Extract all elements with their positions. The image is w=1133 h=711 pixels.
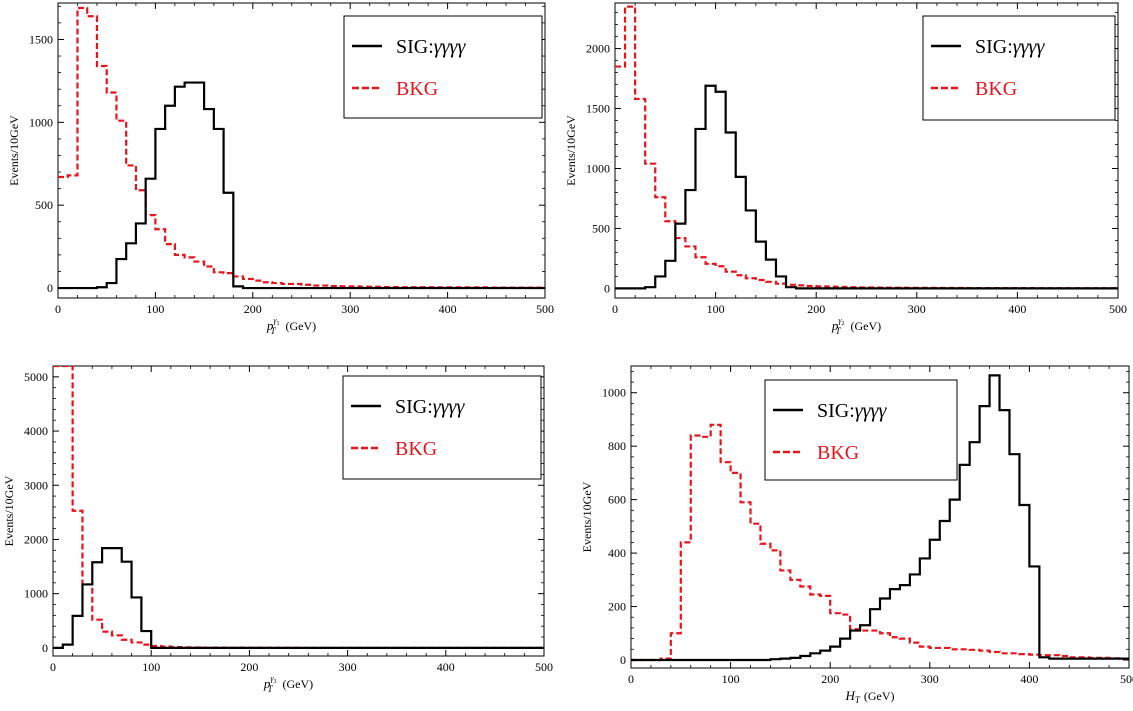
x-axis-label: HT (GeV): [844, 688, 894, 705]
x-tick-label: 400: [1020, 672, 1038, 686]
x-tick-label: 200: [821, 672, 839, 686]
legend-label: SIG:γγγγ: [817, 400, 887, 422]
y-axis-label: Events/10GeV: [564, 115, 578, 186]
x-tick-label: 100: [707, 302, 725, 316]
x-axis-label: pγ2 T (GeV): [831, 316, 881, 336]
x-tick-label: 500: [1120, 672, 1133, 686]
y-tick-label: 0: [47, 281, 53, 295]
y-tick-label: 1000: [24, 587, 48, 601]
y-tick-label: 1500: [29, 32, 53, 46]
sig-histogram-line: [53, 547, 544, 649]
y-axis-label: Events/10GeV: [580, 481, 594, 552]
y-axis-label: Events/10GeV: [2, 475, 16, 546]
chart-panel-pt-gamma3: 0 100 200 300 400 500010002000300040005000Eve…: [2, 365, 553, 694]
y-tick-label: 500: [592, 221, 610, 235]
y-tick-label: 1000: [602, 386, 626, 400]
y-tick-label: 500: [35, 198, 53, 212]
sig-histogram-line: [58, 81, 545, 290]
chart-panel-pt-gamma1: 0 100 200 300 400 500 0 500 1000 1500 Events/10GeV…: [7, 2, 554, 336]
y-tick-label: 0: [604, 281, 610, 295]
x-tick-label: 200: [244, 302, 262, 316]
legend-label: BKG: [817, 442, 859, 464]
plot-frame: [630, 365, 1130, 669]
y-tick-label: 800: [608, 439, 626, 453]
x-tick-label: 200: [807, 302, 825, 316]
plot-frame: [57, 2, 546, 299]
x-tick-label: 0: [55, 302, 61, 316]
x-axis-label: pγ3 T (GeV): [263, 674, 313, 694]
x-tick-label: 400: [1008, 302, 1026, 316]
legend-box: [764, 379, 958, 481]
x-tick-label: 500: [1109, 302, 1127, 316]
y-tick-label: 1000: [586, 161, 610, 175]
x-tick-label: 500: [536, 302, 554, 316]
legend-box: [343, 15, 543, 119]
legend-label: BKG: [975, 78, 1017, 100]
chart-panel-ht: 0 100 200 300 400 500 0 200 400 600 800 1000 Events/…: [580, 365, 1133, 705]
y-tick-label: 400: [608, 546, 626, 560]
y-tick-label: 0: [620, 653, 626, 667]
x-tick-label: 100: [142, 660, 160, 674]
legend-label: SIG:γγγγ: [395, 396, 465, 418]
legend-box: [922, 15, 1116, 121]
y-tick-label: 0: [42, 641, 48, 655]
y-tick-label: 600: [608, 493, 626, 507]
plot-frame: [614, 2, 1119, 299]
y-tick-label: 1000: [29, 115, 53, 129]
x-tick-label: 100: [722, 672, 740, 686]
x-tick-label: 0: [628, 672, 634, 686]
y-tick-label: 3000: [24, 478, 48, 492]
y-axis-label: Events/10GeV: [7, 115, 21, 186]
sig-histogram-line: [631, 374, 1129, 662]
x-tick-label: 200: [240, 660, 258, 674]
plot-frame: [52, 365, 545, 657]
x-tick-label: 100: [146, 302, 164, 316]
y-tick-label: 2000: [24, 532, 48, 546]
x-tick-label: 500: [535, 660, 553, 674]
legend-label: SIG:γγγγ: [396, 36, 466, 58]
sig-histogram-line: [615, 84, 1118, 290]
x-tick-label: 300: [921, 672, 939, 686]
y-tick-label: 2000: [586, 42, 610, 56]
chart-panel-pt-gamma2: 0 100 200 300 400 500 0 500 1000 1500 2000 Events/1…: [564, 2, 1127, 336]
x-tick-label: 400: [437, 660, 455, 674]
x-tick-label: 300: [341, 302, 359, 316]
x-axis-label: pγ1 T (GeV): [266, 316, 316, 336]
legend-label: SIG:γγγγ: [975, 36, 1045, 58]
x-tick-label: 400: [439, 302, 457, 316]
legend-box: [342, 375, 542, 480]
x-tick-label: 0: [612, 302, 618, 316]
y-tick-label: 5000: [24, 370, 48, 384]
legend-label: BKG: [395, 438, 437, 460]
x-tick-label: 300: [908, 302, 926, 316]
y-tick-label: 1500: [586, 102, 610, 116]
x-tick-label: 300: [339, 660, 357, 674]
y-tick-label: 4000: [24, 424, 48, 438]
legend-label: BKG: [396, 78, 438, 100]
x-tick-label: 0: [50, 660, 56, 674]
y-tick-label: 200: [608, 600, 626, 614]
